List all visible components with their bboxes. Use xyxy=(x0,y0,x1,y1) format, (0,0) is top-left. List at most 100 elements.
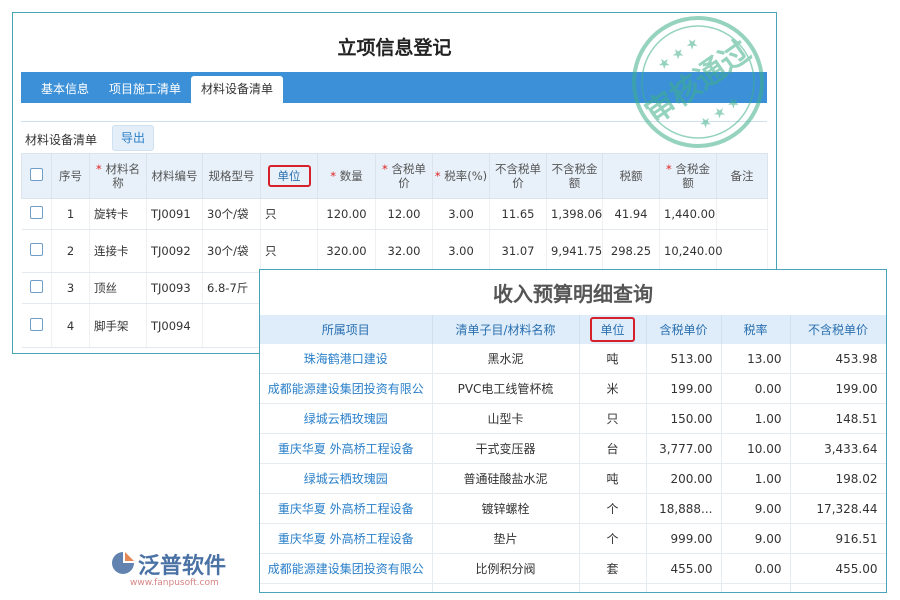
project-link[interactable]: 珠海鹤港口建设 xyxy=(260,344,433,374)
table-cell: 0.00 xyxy=(721,373,791,404)
select-all-checkbox[interactable] xyxy=(30,168,43,181)
table-cell: 6.8-7斤 xyxy=(202,272,261,304)
table-cell: 垫片 xyxy=(432,523,580,554)
row-checkbox[interactable] xyxy=(29,317,43,331)
table-cell: PVC电工线管杯梳 xyxy=(432,373,580,404)
table-cell: TJ0093 xyxy=(146,272,203,304)
table-cell: 1,440.00 xyxy=(659,198,717,230)
table-cell: 200.00 xyxy=(646,463,722,494)
table-cell: 3 xyxy=(51,272,90,304)
required-marker: * xyxy=(330,169,340,183)
header-label: 含税单价 xyxy=(391,162,426,190)
table-cell: 199.00 xyxy=(646,373,722,404)
table-row[interactable]: 2 连接卡 TJ0092 30个/袋只 320.00 32.00 3.00 31.07 9,94… xyxy=(21,229,768,273)
table-row[interactable]: 重庆华夏 外高桥工程设备 镀锌螺栓个 18,888... 9.00 17,328.44 xyxy=(260,493,886,524)
table-cell: 4 xyxy=(51,303,90,348)
column-header: 不含税单价 xyxy=(489,153,547,199)
table-cell: 453.98 xyxy=(790,344,886,374)
table-cell: 套 xyxy=(579,553,647,584)
table-cell: 山型卡 xyxy=(432,403,580,434)
table-cell: 台 xyxy=(579,433,647,464)
table-cell: 120.00 xyxy=(317,198,376,230)
table-cell xyxy=(716,229,768,273)
table-cell: 只 xyxy=(260,198,318,230)
table-row[interactable]: 珠海鹤港口建设 黑水泥吨 513.00 13.00 453.98 xyxy=(260,344,886,374)
select-all-header xyxy=(21,153,52,199)
table-cell: 镀锌螺栓 xyxy=(432,493,580,524)
project-link[interactable]: 成都能源建设集团投资有限公 xyxy=(260,583,433,592)
table-cell: 17,328.44 xyxy=(790,493,886,524)
project-link[interactable]: 重庆华夏 外高桥工程设备 xyxy=(260,493,433,524)
project-link[interactable]: 成都能源建设集团投资有限公 xyxy=(260,373,433,404)
header-label: 材料编号 xyxy=(151,169,198,183)
table-row[interactable]: 成都能源建设集团投资有限公电动二通阀+温控器套366.000.00366.00 xyxy=(260,583,886,592)
tab-0[interactable]: 基本信息 xyxy=(41,82,90,96)
table-cell: 13.00 xyxy=(721,344,791,374)
column-header[interactable]: 单位 xyxy=(579,315,647,344)
header-label: 清单子目/材料名称 xyxy=(455,323,556,337)
table-cell: 黑水泥 xyxy=(432,344,580,374)
project-link[interactable]: 绿城云栖玫瑰园 xyxy=(260,463,433,494)
project-link[interactable]: 成都能源建设集团投资有限公 xyxy=(260,553,433,584)
row-checkbox[interactable] xyxy=(29,280,43,293)
income-budget-detail-panel: 收入预算明细查询 所属项目 清单子目/材料名称 单位 含税单价 税率 不含税单价 珠海鹤港口… xyxy=(259,269,887,593)
header-label: 含税金额 xyxy=(675,162,710,190)
project-link[interactable]: 重庆华夏 外高桥工程设备 xyxy=(260,523,433,554)
project-link[interactable]: 绿城云栖玫瑰园 xyxy=(260,403,433,434)
table-cell: 455.00 xyxy=(790,553,886,584)
header-label: 备注 xyxy=(730,169,754,183)
table-cell: 9.00 xyxy=(721,493,791,524)
row-select-cell xyxy=(21,198,52,230)
column-header[interactable]: 含税单价 xyxy=(646,315,722,344)
table-cell: 198.02 xyxy=(790,463,886,494)
row-select-cell xyxy=(21,229,52,273)
column-header: * 含税单价 xyxy=(375,153,433,199)
table-cell: 顶丝 xyxy=(89,272,147,304)
table-cell: 吨 xyxy=(579,344,647,374)
table-cell: 干式变压器 xyxy=(432,433,580,464)
row-checkbox[interactable] xyxy=(29,206,43,219)
header-label: 所属项目 xyxy=(321,323,370,337)
column-header[interactable]: 税率 xyxy=(721,315,791,344)
table-row[interactable]: 绿城云栖玫瑰园 山型卡只 150.00 1.00 148.51 xyxy=(260,403,886,434)
logo-url: www.fanpusoft.com xyxy=(130,578,219,588)
table-cell: 个 xyxy=(579,493,647,524)
row-select-cell xyxy=(21,272,52,304)
export-button[interactable]: 导出 xyxy=(112,125,154,151)
table-row[interactable]: 成都能源建设集团投资有限公 PVC电工线管杯梳米 199.00 0.00 199.00 xyxy=(260,373,886,404)
table-cell: 3.00 xyxy=(432,229,490,273)
table-cell: 只 xyxy=(260,229,318,273)
table-row[interactable]: 重庆华夏 外高桥工程设备 垫片个 999.00 9.00 916.51 xyxy=(260,523,886,554)
project-link[interactable]: 重庆华夏 外高桥工程设备 xyxy=(260,433,433,464)
header-label: 材料名称 xyxy=(105,162,140,190)
column-header: 备注 xyxy=(716,153,768,199)
table-row[interactable]: 成都能源建设集团投资有限公 比例积分阀套 455.00 0.00 455.00 xyxy=(260,553,886,584)
column-header[interactable]: 清单子目/材料名称 xyxy=(432,315,580,344)
table-cell: 吨 xyxy=(579,463,647,494)
header-label: 序号 xyxy=(59,169,82,183)
page-title: 立项信息登记 xyxy=(337,37,452,59)
table-cell: TJ0092 xyxy=(146,229,203,273)
header-label: 数量 xyxy=(339,169,363,183)
table-cell: 1,398.06 xyxy=(546,198,603,230)
table-cell: 3,777.00 xyxy=(646,433,722,464)
table-cell: 1.00 xyxy=(721,403,791,434)
row-checkbox[interactable] xyxy=(29,243,43,256)
table-row[interactable]: 1 旋转卡 TJ0091 30个/袋只 120.00 12.00 3.00 11.65 1,39… xyxy=(21,198,768,230)
table-cell: 366.00 xyxy=(790,583,886,592)
table-cell: 2 xyxy=(51,229,90,273)
column-header: 单位 xyxy=(260,153,318,199)
table-cell: 12.00 xyxy=(375,198,433,230)
column-header[interactable]: 不含税单价 xyxy=(790,315,886,344)
column-header: * 含税金额 xyxy=(659,153,717,199)
table-row[interactable]: 绿城云栖玫瑰园 普通硅酸盐水泥吨 200.00 1.00 198.02 xyxy=(260,463,886,494)
table-cell: 9.00 xyxy=(721,523,791,554)
table-cell: 32.00 xyxy=(375,229,433,273)
tab-1[interactable]: 项目施工清单 xyxy=(109,82,182,96)
table-row[interactable]: 重庆华夏 外高桥工程设备 干式变压器台 3,777.00 10.00 3,433.64 xyxy=(260,433,886,464)
tab-2[interactable]: 材料设备清单 xyxy=(191,76,284,103)
table-cell: 3,433.64 xyxy=(790,433,886,464)
column-header[interactable]: 所属项目 xyxy=(260,315,433,344)
required-marker: * xyxy=(96,162,106,176)
header-label: 税率(%) xyxy=(444,169,488,183)
